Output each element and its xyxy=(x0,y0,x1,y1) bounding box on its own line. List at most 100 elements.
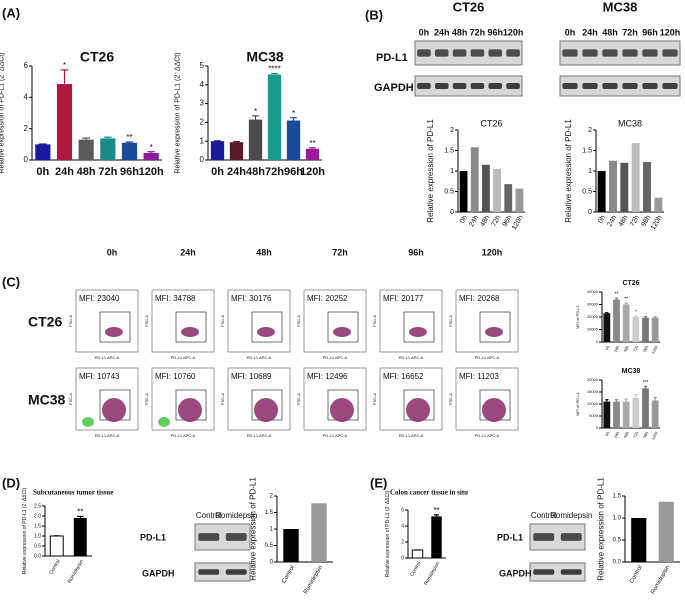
y-tick-label: 2 xyxy=(588,127,592,134)
x-tick-label: Control xyxy=(629,565,644,585)
time-label: 96h xyxy=(408,247,424,257)
bar xyxy=(515,188,524,212)
y-tick-label: 3 xyxy=(200,99,205,108)
mfi-label: MFI: 10743 xyxy=(79,372,120,381)
chart-title: CT26 xyxy=(622,280,639,287)
x-tick-label: 120h xyxy=(650,431,659,441)
bar xyxy=(631,143,640,212)
x-tick-label: 96h xyxy=(284,166,303,178)
x-tick-label: 120h xyxy=(139,166,164,178)
y-axis-label: Relative expression of PD-L1 (2⁻ΔΔCt) xyxy=(174,52,181,173)
bar xyxy=(267,74,282,160)
gate xyxy=(479,311,511,343)
blot-band xyxy=(225,569,247,575)
flow-y-label: FSC-A xyxy=(144,315,149,327)
lane-label: 120h xyxy=(503,27,524,37)
bar xyxy=(603,313,611,342)
cell-population xyxy=(102,398,126,422)
y-tick-label: 1.5 xyxy=(444,147,454,154)
mfi-label: MFI: 30176 xyxy=(231,294,272,303)
y-tick-label: 4 xyxy=(24,92,29,101)
blot-row-label: PD-L1 xyxy=(140,532,166,542)
blot-band xyxy=(417,49,431,57)
bar xyxy=(482,164,490,212)
significance-label: ** xyxy=(433,506,439,515)
y-tick-label: 0.5 xyxy=(582,188,592,195)
blot-band xyxy=(662,49,678,57)
flow-y-label: FSC-A xyxy=(220,393,225,405)
blot-strip xyxy=(194,562,251,582)
cell-population xyxy=(257,327,275,337)
blot-band xyxy=(642,83,658,89)
cell-population xyxy=(178,398,202,422)
lane-label: Romidepsin xyxy=(215,511,257,520)
significance-label: ** xyxy=(77,508,83,517)
bar xyxy=(651,400,659,428)
y-tick-label: 0 xyxy=(270,560,274,566)
panel-label: (C) xyxy=(2,274,20,289)
x-tick-label: Control xyxy=(48,559,61,576)
y-axis-label: Relative expression of PD-L1 (2⁻ΔΔCt) xyxy=(385,490,391,577)
flow-y-label: FSC-A xyxy=(296,393,301,405)
flow-y-label: FSC-A xyxy=(448,393,453,405)
mfi-label: MFI: 10760 xyxy=(155,372,196,381)
flow-x-label: PD-L1 APC-A xyxy=(95,433,120,438)
significance-label: *** xyxy=(643,380,649,386)
y-tick-label: 2.5 xyxy=(34,503,41,509)
blot-band xyxy=(642,49,658,57)
bar xyxy=(210,141,225,160)
y-tick-label: 1.5 xyxy=(265,510,274,516)
y-tick-label: 30000 xyxy=(587,302,599,307)
y-tick-label: 0 xyxy=(24,155,29,164)
x-tick-label: 0h xyxy=(597,214,607,224)
bar xyxy=(504,184,513,212)
mfi-label: MFI: 34788 xyxy=(155,294,196,303)
bar xyxy=(143,152,159,160)
blot-row-label: PD-L1 xyxy=(497,532,523,542)
y-tick-label: 0 xyxy=(588,209,592,216)
blot-band xyxy=(506,83,520,89)
flow-y-label: FSC-A xyxy=(68,315,73,327)
gate xyxy=(99,311,131,343)
chart-title: CT26 xyxy=(480,118,502,128)
y-tick-label: 15000 xyxy=(587,389,599,394)
blot-band xyxy=(582,49,598,57)
mfi-label: MFI: 20268 xyxy=(459,294,500,303)
flow-x-label: PD-L1 APC-A xyxy=(399,355,424,360)
cell-line-label: MC38 xyxy=(28,392,66,408)
mfi-label: MFI: 11203 xyxy=(459,372,499,381)
blot-band xyxy=(488,83,503,89)
blot-band xyxy=(470,83,485,89)
cell-population xyxy=(406,398,430,422)
y-tick-label: 0.5 xyxy=(444,188,454,195)
bar xyxy=(100,138,116,160)
x-tick-label: 48h xyxy=(77,166,96,178)
x-tick-label: 72h xyxy=(265,166,284,178)
blot-band xyxy=(622,83,638,89)
lane-label: 72h xyxy=(622,27,638,37)
x-tick-label: Romidepsin xyxy=(67,558,86,584)
flow-x-label: PD-L1 APC-A xyxy=(171,355,196,360)
y-tick-label: 10000 xyxy=(587,401,599,406)
bar xyxy=(632,317,640,342)
x-tick-label: Romidepsin xyxy=(303,565,324,595)
bar xyxy=(229,142,244,160)
lane-label: 48h xyxy=(452,27,468,37)
cell-population xyxy=(409,327,427,337)
flow-x-label: PD-L1 APC-A xyxy=(247,355,272,360)
y-tick-label: 1 xyxy=(270,527,274,533)
y-tick-label: 0.0 xyxy=(34,553,41,559)
cell-population xyxy=(485,327,503,337)
y-axis-label: Relative expression of PD-L1 xyxy=(426,119,435,223)
flow-x-label: PD-L1 APC-A xyxy=(475,433,500,438)
x-tick-label: 0h xyxy=(36,166,49,178)
debris xyxy=(82,417,94,427)
chart-title: CT26 xyxy=(80,49,114,65)
blot-row-label: GAPDH xyxy=(499,568,532,578)
lane-label: Romidepsin xyxy=(550,511,592,520)
x-tick-label: Romidepsin xyxy=(423,560,442,586)
y-axis-label: Relative expression of PD-L1 xyxy=(564,119,573,223)
cell-population xyxy=(482,398,506,422)
significance-label: * xyxy=(150,143,153,152)
